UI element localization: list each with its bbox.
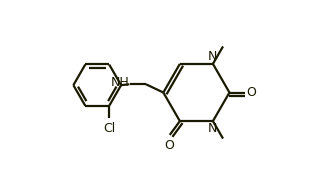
Text: NH: NH [111,76,129,89]
Text: O: O [246,86,256,99]
Text: N: N [208,122,217,135]
Text: Cl: Cl [103,122,115,135]
Text: O: O [164,139,174,152]
Text: N: N [208,50,217,63]
